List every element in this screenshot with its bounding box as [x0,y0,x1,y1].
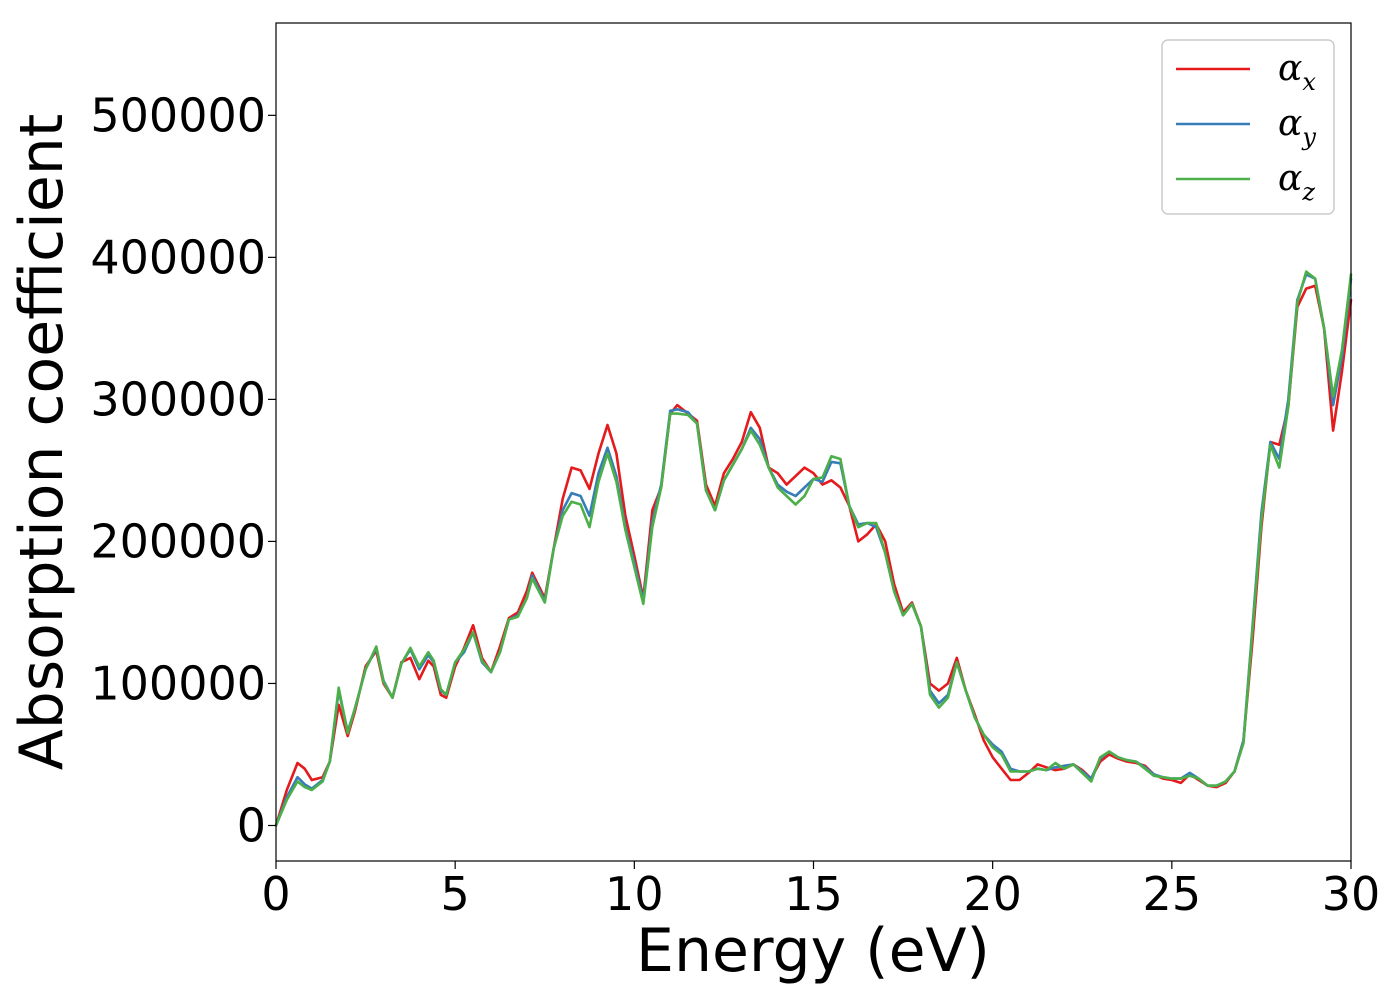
x-tick-label: 5 [441,867,470,921]
y-tick-label: 0 [237,798,266,852]
legend: αx αy αz [1161,39,1335,215]
series-layer [274,270,1353,827]
legend-box [1161,39,1335,215]
series-line-2 [274,270,1353,827]
x-tick-label: 0 [261,867,290,921]
legend-label-1: αy [1278,103,1316,151]
y-tick-label: 400000 [90,230,266,284]
y-tick-label: 300000 [90,372,266,426]
x-tick-label: 25 [1143,867,1202,921]
x-axis-title: Energy (eV) [636,916,990,986]
x-tick-label: 20 [963,867,1022,921]
x-axis: 0 5 10 15 20 25 30 [261,861,1380,921]
y-tick-label: 500000 [90,88,266,142]
x-tick-label: 15 [784,867,843,921]
legend-label-0: αx [1278,48,1316,96]
y-axis: 0 100000 200000 300000 400000 500000 [90,88,276,852]
x-tick-label: 30 [1322,867,1381,921]
x-tick-label: 10 [605,867,664,921]
y-tick-label: 200000 [90,514,266,568]
y-tick-label: 100000 [90,656,266,710]
legend-label-2: αz [1278,158,1315,206]
y-axis-title: Absorption coefficient [7,114,77,771]
